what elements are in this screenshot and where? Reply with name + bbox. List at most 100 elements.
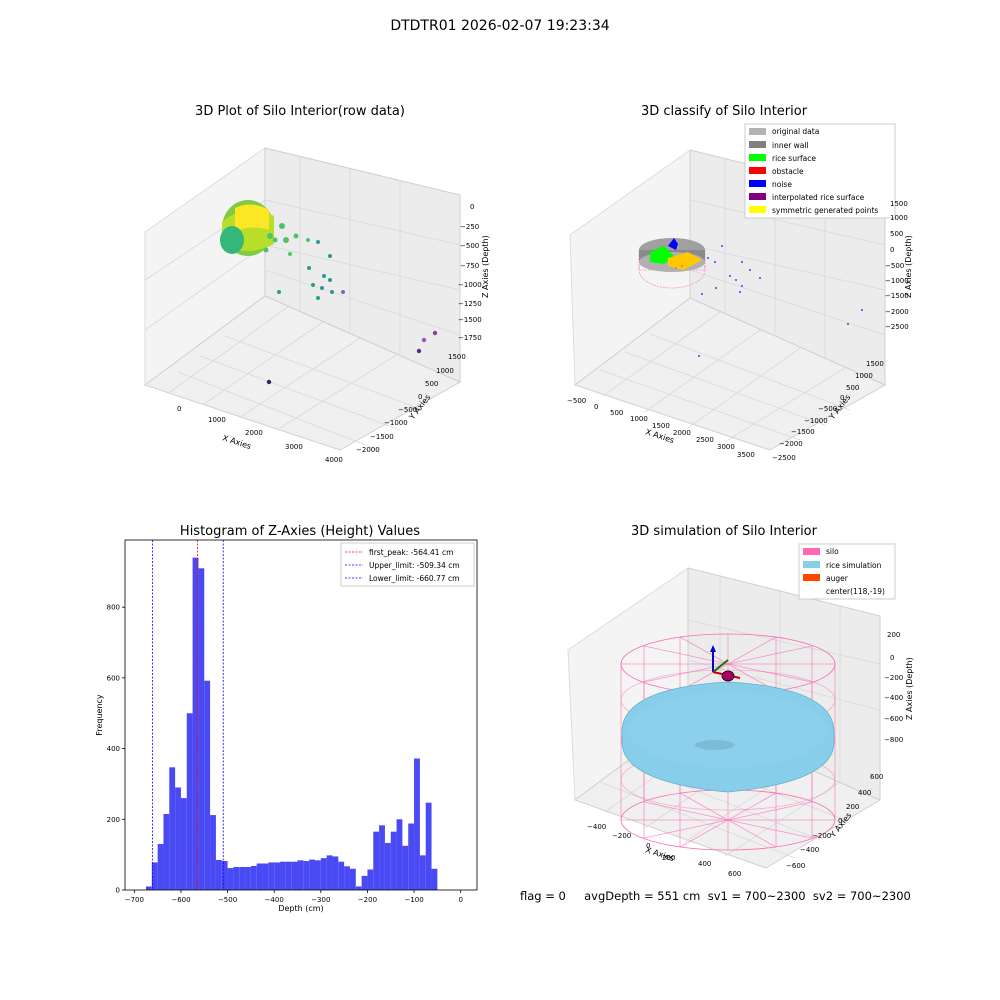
- histogram-bar: [314, 860, 321, 890]
- histogram-bar: [163, 813, 170, 890]
- classify-z-tick: −500: [885, 262, 904, 270]
- legend-swatch-original-data: [749, 128, 766, 135]
- classify-y-tick: 0: [840, 394, 844, 402]
- histogram-x-tick-label: −300: [311, 896, 330, 904]
- legend-label-auger: auger: [826, 574, 849, 583]
- histogram-bar: [402, 845, 409, 890]
- histogram-x-tick-label: −600: [171, 896, 190, 904]
- histogram-x-tick-label: 0: [458, 896, 462, 904]
- histogram-bar: [256, 863, 263, 890]
- rice-simulation-surface: [621, 681, 835, 793]
- raw-z-tick: −750: [460, 262, 479, 270]
- histogram-bar: [192, 557, 199, 890]
- histogram-bar: [297, 860, 304, 890]
- histogram-bar: [326, 855, 333, 890]
- figure-title: DTDTR01 2026-02-07 19:23:34: [390, 18, 610, 34]
- histogram-bar: [396, 819, 403, 890]
- legend-swatch-interpolated: [749, 193, 766, 200]
- histogram-bar: [390, 831, 397, 890]
- classify-z-tick: −2500: [885, 323, 909, 331]
- simulation-x-tick: −400: [587, 823, 606, 831]
- simulation-y-tick: −600: [786, 862, 805, 870]
- histogram-y-tick-label: 0: [116, 887, 120, 895]
- legend-swatch-obstacle: [749, 167, 766, 174]
- raw-z-tick: −500: [460, 242, 479, 250]
- histogram-x-tick-label: −700: [125, 896, 144, 904]
- simulation-z-tick: −600: [884, 715, 903, 723]
- raw-y-tick: −1500: [370, 433, 394, 441]
- histogram-x-tick-label: −100: [404, 896, 423, 904]
- legend-label-obstacle: obstacle: [772, 167, 804, 176]
- classify-z-tick: 1500: [890, 200, 908, 208]
- classify-y-tick: −2000: [779, 440, 803, 448]
- classify-plot-title: 3D classify of Silo Interior: [640, 104, 808, 119]
- histogram-bar: [245, 867, 251, 890]
- legend-label-rice-simulation: rice simulation: [826, 561, 882, 570]
- histogram-x-tick-label: −200: [358, 896, 377, 904]
- raw-x-tick: 1000: [208, 416, 226, 424]
- histogram-bar: [373, 831, 380, 890]
- simulation-y-tick: −400: [800, 846, 819, 854]
- classify-x-tick: 3000: [717, 443, 735, 451]
- histogram-bar: [431, 868, 438, 890]
- histogram-y-axis-label: Frequency: [95, 694, 104, 736]
- simulation-z-tick: 0: [890, 654, 894, 662]
- raw-z-tick: −250: [460, 223, 479, 231]
- simulation-y-tick: 0: [838, 817, 842, 825]
- histogram-bar: [367, 869, 374, 890]
- histogram-bar: [344, 866, 350, 890]
- status-line: flag = 0 avgDepth = 551 cm sv1 = 700~230…: [520, 889, 911, 903]
- classify-z-tick: −2000: [885, 308, 909, 316]
- histogram-bar: [274, 862, 281, 890]
- legend-first-peak: first_peak: -564.41 cm: [369, 548, 453, 557]
- histogram-bar: [419, 855, 426, 890]
- raw-plot-title: 3D Plot of Silo Interior(row data): [195, 104, 405, 119]
- classify-x-tick: 3500: [737, 451, 755, 459]
- raw-y-tick: 1000: [436, 367, 454, 375]
- histogram-bar: [157, 844, 164, 890]
- raw-y-tick: 1500: [448, 353, 466, 361]
- silo-wireframe: [620, 633, 836, 851]
- classify-point-cloud: [638, 238, 863, 357]
- histogram-x-axis-label: Depth (cm): [278, 904, 323, 913]
- legend-swatch-auger: [803, 574, 820, 581]
- simulation-3d-box: [567, 567, 882, 869]
- classify-z-tick: 1000: [890, 214, 908, 222]
- histogram-bar: [204, 680, 211, 890]
- histogram-bar: [384, 842, 391, 890]
- classify-y-tick: −500: [818, 405, 837, 413]
- histogram-bar: [151, 862, 158, 890]
- classify-y-tick: 500: [846, 384, 859, 392]
- histogram-bar: [332, 856, 339, 890]
- simulation-y-tick: 600: [870, 773, 883, 781]
- raw-z-tick: −1250: [458, 300, 482, 308]
- legend-label-symmetric: symmetric generated points: [772, 206, 878, 215]
- raw-z-tick: 0: [470, 203, 474, 211]
- simulation-x-tick: 400: [698, 860, 711, 868]
- histogram-bar: [320, 858, 327, 890]
- simulation-y-tick: 400: [858, 789, 871, 797]
- legend-label-silo: silo: [826, 547, 839, 556]
- simulation-z-tick: −400: [884, 694, 903, 702]
- histogram-y-tick-label: 800: [107, 604, 120, 612]
- classify-x-tick: 500: [610, 409, 623, 417]
- histogram-bar: [186, 713, 193, 890]
- legend-swatch-symmetric: [749, 206, 766, 213]
- histogram-title: Histogram of Z-Axies (Height) Values: [179, 524, 421, 539]
- histogram-legend: first_peak: -564.41 cm Upper_limit: -509…: [340, 542, 475, 587]
- simulation-x-tick: 600: [728, 870, 741, 878]
- histogram-bar: [309, 859, 315, 890]
- classify-x-tick: 1500: [652, 422, 670, 430]
- histogram-x-tick-label: −400: [265, 896, 284, 904]
- histogram-bar: [250, 865, 257, 890]
- legend-upper-limit: Upper_limit: -509.34 cm: [369, 561, 460, 570]
- raw-z-axis-label: Z Axies (Depth): [481, 235, 490, 298]
- histogram-bar: [233, 867, 240, 890]
- auger-marker: [710, 645, 741, 682]
- classify-y-tick: 1000: [855, 372, 873, 380]
- classify-x-axis-label: X Axies: [644, 427, 675, 445]
- simulation-y-tick: −200: [812, 832, 831, 840]
